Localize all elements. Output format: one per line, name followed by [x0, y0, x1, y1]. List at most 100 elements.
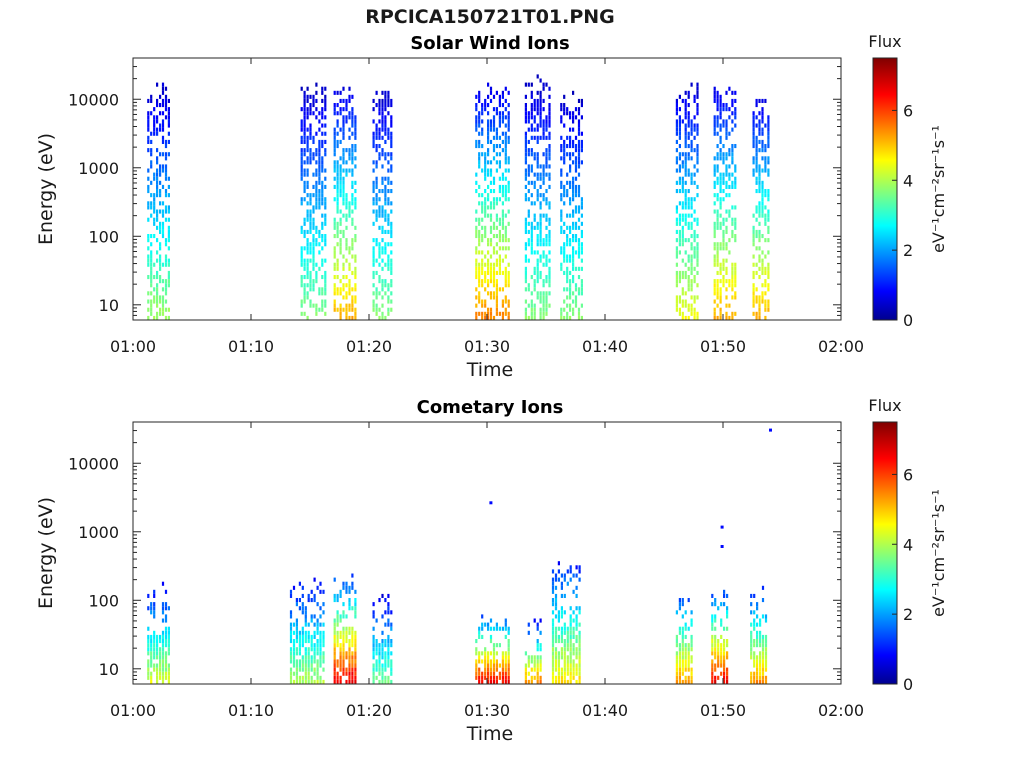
- heat-cell: [300, 299, 303, 304]
- heat-cell: [484, 663, 487, 668]
- heat-point: [720, 545, 724, 548]
- heat-cell: [303, 119, 306, 124]
- heat-cell: [725, 90, 728, 95]
- heat-cell: [734, 176, 737, 181]
- heat-cell: [387, 602, 390, 607]
- heat-cell: [693, 127, 696, 132]
- heat-cell: [713, 225, 716, 230]
- heat-cell: [713, 115, 716, 120]
- heat-cell: [306, 266, 309, 271]
- heat-cell: [153, 217, 156, 222]
- heat-cell: [303, 299, 306, 304]
- heat-cell: [678, 663, 681, 668]
- heat-cell: [313, 671, 316, 676]
- heat-cell: [492, 135, 496, 140]
- heat-cell: [539, 663, 542, 668]
- heat-cell: [295, 634, 298, 639]
- heat-cell: [539, 659, 542, 664]
- heat-cell: [345, 634, 348, 639]
- heat-cell: [387, 98, 390, 103]
- heat-cell: [478, 679, 481, 684]
- heat-cell: [569, 291, 572, 296]
- heat-cell: [761, 295, 764, 300]
- heat-cell: [563, 610, 566, 615]
- heat-cell: [303, 283, 306, 288]
- heat-cell: [524, 94, 527, 99]
- heat-cell: [324, 238, 327, 243]
- heat-cell: [530, 291, 533, 296]
- heat-cell: [339, 217, 342, 222]
- heat-cell: [298, 643, 301, 648]
- heat-cell: [495, 643, 498, 648]
- heat-cell: [542, 86, 545, 91]
- heat-cell: [321, 123, 324, 128]
- heat-cell: [324, 270, 327, 275]
- heat-cell: [301, 663, 304, 668]
- heat-cell: [731, 311, 734, 316]
- heat-cell: [354, 123, 357, 128]
- heat-cell: [342, 647, 345, 652]
- heat-cell: [501, 311, 504, 316]
- heat-point: [769, 428, 772, 432]
- heat-cell: [316, 618, 319, 623]
- heat-cell: [755, 270, 758, 275]
- heat-cell: [755, 135, 758, 140]
- heat-cell: [731, 287, 734, 292]
- x-tick-label: 01:50: [700, 701, 746, 720]
- heat-cell: [147, 254, 150, 259]
- heat-cell: [159, 172, 162, 177]
- heat-cell: [719, 180, 722, 185]
- heat-cell: [322, 630, 325, 635]
- heat-cell: [713, 242, 716, 247]
- heat-cell: [156, 303, 159, 308]
- heat-cell: [728, 115, 731, 120]
- heat-cell: [375, 311, 378, 316]
- heat-cell: [728, 279, 731, 284]
- heat-cell: [164, 618, 168, 623]
- heat-cell: [324, 205, 327, 210]
- heat-cell: [492, 127, 496, 132]
- heat-cell: [310, 679, 313, 684]
- heat-cell: [524, 221, 527, 226]
- heat-cell: [498, 135, 501, 140]
- heat-cell: [755, 246, 758, 251]
- heat-cell: [731, 283, 734, 288]
- heat-cell: [758, 266, 761, 271]
- heat-cell: [336, 111, 339, 116]
- heat-cell: [717, 659, 720, 664]
- heat-cell: [723, 659, 726, 664]
- heat-cell: [539, 618, 542, 623]
- heat-cell: [752, 295, 755, 300]
- heat-cell: [533, 115, 536, 120]
- heat-cell: [681, 614, 684, 619]
- heat-cell: [342, 127, 345, 132]
- heat-cell: [345, 283, 348, 288]
- heat-cell: [342, 197, 345, 202]
- heat-cell: [693, 234, 696, 239]
- heat-cell: [731, 295, 734, 300]
- heat-cell: [693, 123, 696, 128]
- heat-cell: [578, 610, 581, 615]
- heat-cell: [478, 94, 481, 99]
- heat-cell: [489, 242, 493, 247]
- heat-cell: [324, 131, 327, 136]
- heat-cell: [150, 311, 153, 316]
- heat-cell: [375, 90, 378, 95]
- heat-cell: [384, 127, 387, 132]
- heat-cell: [307, 598, 310, 603]
- heat-cell: [723, 643, 726, 648]
- heat-cell: [761, 634, 765, 639]
- heat-cell: [342, 266, 345, 271]
- heat-cell: [489, 127, 493, 132]
- heat-cell: [156, 217, 159, 222]
- heat-cell: [675, 295, 678, 300]
- heat-cell: [767, 189, 770, 194]
- heat-cell: [378, 225, 381, 230]
- heat-cell: [351, 634, 354, 639]
- heat-cell: [156, 315, 159, 320]
- heat-cell: [725, 193, 728, 198]
- heat-cell: [381, 90, 384, 95]
- heat-cell: [681, 229, 684, 234]
- heat-cell: [153, 176, 156, 181]
